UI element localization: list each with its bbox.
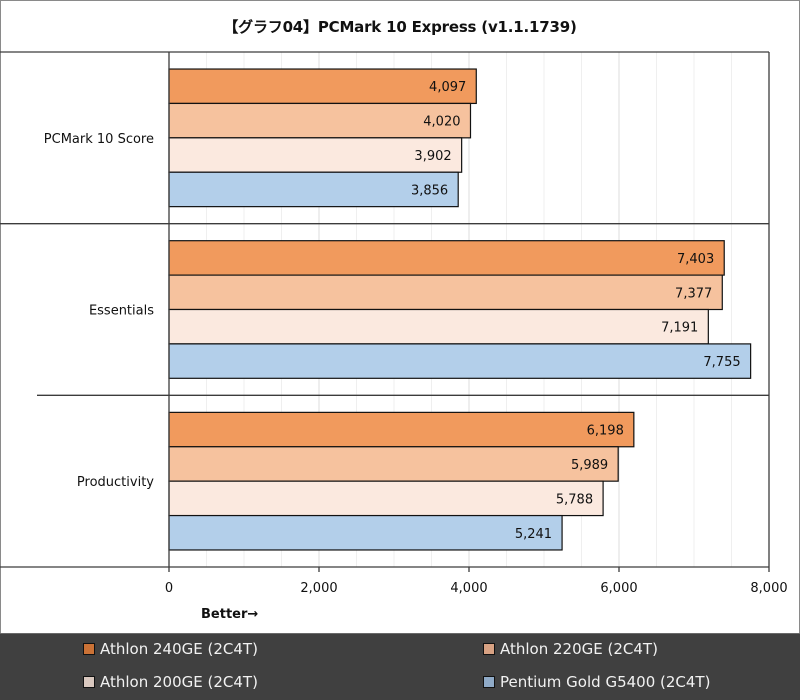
legend-item: Athlon 220GE (2C4T) [483,638,658,660]
bar-value-label: 5,241 [515,527,552,542]
bar-value-label: 7,755 [703,355,740,370]
bar [168,514,563,551]
category-labels: PCMark 10 Score Essentials Productivity [44,132,154,490]
category-label: Essentials [89,304,154,319]
legend-swatch [83,643,95,655]
bar-chart: 4,097 4,020 3,902 3,856 7,403 7,377 7,191 7,755… [0,51,788,622]
category-label: PCMark 10 Score [44,132,154,147]
x-axis-ticks: 0 2,000 4,000 6,000 8,000 [165,567,788,596]
plot-frame [0,51,770,572]
bar-value-label: 3,856 [411,183,448,198]
bar-value-label: 6,198 [587,424,624,439]
bar [168,446,619,482]
x-tick-label: 8,000 [750,581,787,596]
bar [168,240,725,276]
bar [168,68,477,105]
chart-title: 【グラフ04】PCMark 10 Express (v1.1.1739) [223,18,577,36]
bar-value-label: 4,020 [423,115,460,130]
bar-value-label: 5,989 [571,458,608,473]
bar-value-label: 7,377 [675,286,712,301]
bar [168,137,463,173]
legend-label: Athlon 240GE (2C4T) [100,640,258,658]
legend-label: Athlon 200GE (2C4T) [100,673,258,691]
x-axis-label: Better→ [201,607,258,622]
bar [168,411,635,448]
bar [168,102,472,139]
legend-swatch [83,676,95,688]
legend-item: Athlon 240GE (2C4T) [83,638,258,660]
legend-swatch [483,676,495,688]
x-tick-label: 6,000 [600,581,637,596]
bar [168,308,709,345]
bar [168,274,723,311]
bar-value-label: 3,902 [414,149,451,164]
bars: 4,097 4,020 3,902 3,856 7,403 7,377 7,191 7,755… [168,68,752,551]
category-label: Productivity [77,475,154,490]
x-tick-label: 2,000 [300,581,337,596]
bar [168,343,752,379]
bar [168,480,604,517]
legend-item: Pentium Gold G5400 (2C4T) [483,671,710,693]
legend: Athlon 240GE (2C4T) Athlon 220GE (2C4T) At… [0,633,800,700]
legend-swatch [483,643,495,655]
legend-label: Pentium Gold G5400 (2C4T) [500,673,711,691]
x-tick-label: 0 [165,581,173,596]
bar-value-label: 4,097 [429,80,466,95]
legend-label: Athlon 220GE (2C4T) [500,640,658,658]
legend-item: Athlon 200GE (2C4T) [83,671,258,693]
x-tick-label: 4,000 [450,581,487,596]
bar-value-label: 5,788 [556,492,593,507]
bar-value-label: 7,191 [661,321,698,336]
bar [168,171,459,208]
bar-value-label: 7,403 [677,252,714,267]
